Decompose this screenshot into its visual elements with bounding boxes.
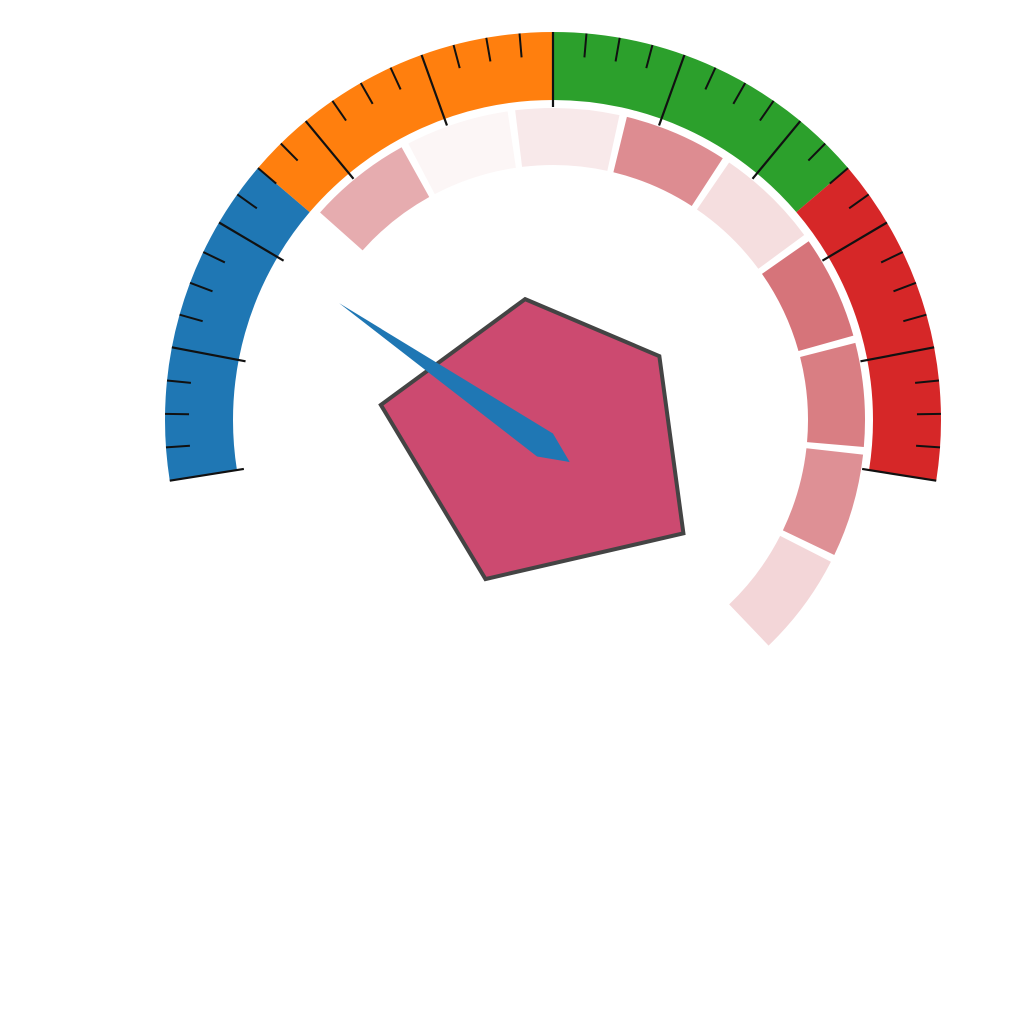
gauge-tick-5 xyxy=(179,313,203,323)
gauge-tick-4 xyxy=(171,346,246,363)
gauge-tick-36 xyxy=(860,346,935,363)
gauge-tick-27 xyxy=(759,100,775,122)
gauge-tick-39 xyxy=(916,444,941,449)
gauge-tick-19 xyxy=(518,33,523,58)
gauge-tick-3 xyxy=(166,379,191,384)
gauge-tick-33 xyxy=(880,251,904,264)
gauge-tick-13 xyxy=(331,100,347,122)
gauge-tick-6 xyxy=(189,281,213,293)
gauge-tick-34 xyxy=(893,281,917,293)
ring-segment-1 xyxy=(408,111,516,195)
gauge-band-0 xyxy=(165,168,310,481)
gauge-tick-37 xyxy=(915,379,940,384)
inner-ring xyxy=(320,108,865,646)
gauge-tick-15 xyxy=(389,67,402,90)
gauge-tick-21 xyxy=(583,33,588,58)
ring-segment-5 xyxy=(761,241,854,351)
gauge-tick-29 xyxy=(807,142,826,162)
ring-segment-7 xyxy=(782,448,864,555)
needle-layer xyxy=(339,303,570,463)
ring-segment-6 xyxy=(800,342,865,448)
gauge-tick-9 xyxy=(236,193,258,210)
gauge-tick-8 xyxy=(218,221,285,262)
gauge-tick-35 xyxy=(903,313,927,323)
gauge-tick-18 xyxy=(485,37,492,62)
gauge-band-1 xyxy=(257,32,553,213)
gauge-tick-16 xyxy=(420,54,449,126)
gauge-band-3 xyxy=(796,168,941,481)
gauge-needle xyxy=(339,303,570,463)
gauge-tick-14 xyxy=(359,82,374,105)
ring-segment-4 xyxy=(696,162,805,269)
gauge-tick-23 xyxy=(645,44,654,69)
gauge-tick-0 xyxy=(169,467,245,482)
gauge-tick-24 xyxy=(657,54,686,126)
ring-segment-0 xyxy=(320,147,430,251)
gauge-tick-7 xyxy=(202,251,226,264)
ring-segment-2 xyxy=(515,108,620,171)
gauge-tick-32 xyxy=(821,221,888,262)
gauge-tick-30 xyxy=(829,167,849,185)
gauge-tick-17 xyxy=(452,44,461,69)
gauge-band-2 xyxy=(553,32,849,213)
gauge-tick-26 xyxy=(732,82,747,105)
gauge-tick-22 xyxy=(614,37,621,62)
gauge-bands xyxy=(165,32,941,481)
gauge-tick-28 xyxy=(751,120,802,180)
gauge-tick-10 xyxy=(257,167,277,185)
ring-segment-8 xyxy=(729,535,831,646)
gauge-tick-31 xyxy=(848,193,870,210)
gauge-tick-12 xyxy=(304,120,355,180)
gauge-ticks xyxy=(165,32,941,482)
gauge-tick-1 xyxy=(165,444,190,449)
ring-segment-3 xyxy=(613,116,723,207)
gauge-tick-40 xyxy=(861,467,937,482)
gauge-tick-11 xyxy=(280,142,299,162)
gauge-tick-25 xyxy=(704,67,717,90)
